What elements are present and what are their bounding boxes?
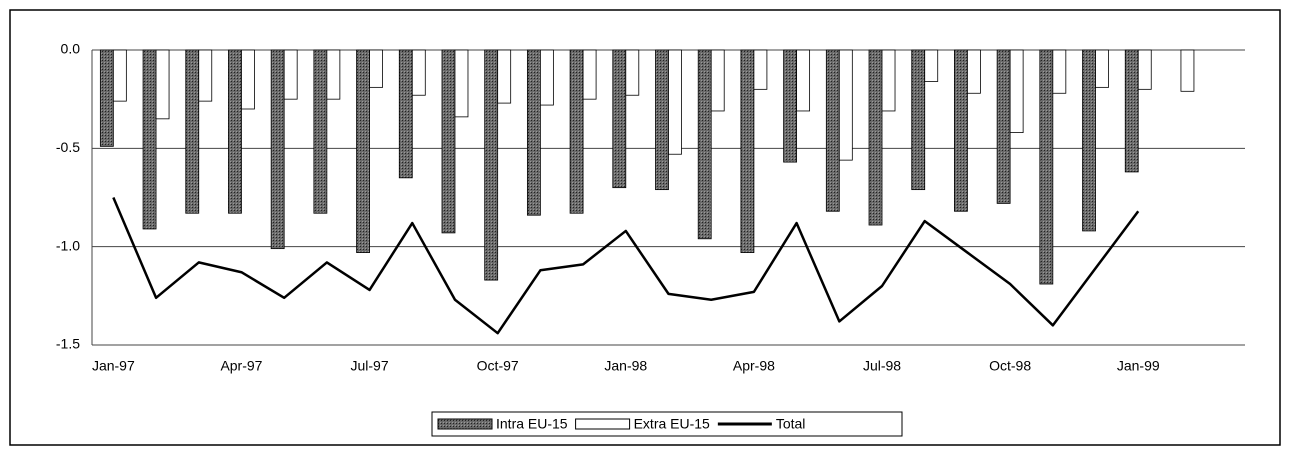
bar [753,49,768,90]
legend-label: Intra EU-15 [496,416,568,432]
bar [326,49,341,100]
legend-box [431,411,903,437]
bar [155,49,170,120]
bar [569,49,584,214]
legend-label: Total [776,416,806,432]
bar [1009,49,1024,133]
bar [241,49,255,110]
bar [967,49,981,94]
bar [369,49,383,88]
bar [1095,49,1109,88]
bar [185,49,200,214]
bar [582,49,597,100]
bar [710,49,725,112]
bar [1052,49,1067,94]
bar [313,49,328,214]
x-tick-label: Jul-97 [351,358,389,374]
y-tick-label: -1.0 [56,237,80,253]
bar [1124,49,1139,173]
bar [484,49,499,281]
bar [142,49,157,230]
bar [356,49,370,253]
bar [625,49,640,96]
x-tick-label: Oct-97 [477,358,519,374]
bar [198,49,213,102]
bar [1082,49,1096,232]
legend-swatch [437,418,493,430]
bar [954,49,968,212]
bar [697,49,712,240]
bar [497,49,512,104]
y-tick-label: -1.5 [56,336,80,352]
x-tick-label: Jul-98 [863,358,901,374]
y-tick-label: -0.5 [56,139,80,155]
bar [526,49,541,216]
bar [668,49,682,155]
bar [99,49,114,147]
bar [283,49,298,100]
bar [796,49,811,112]
x-tick-label: Jan-99 [1117,358,1160,374]
bar [783,49,798,163]
bar [270,49,285,250]
x-tick-label: Apr-97 [220,358,262,374]
bar [881,49,896,112]
bar [441,49,456,234]
bar [868,49,883,226]
bar [740,49,755,253]
bar [228,49,242,214]
legend-label: Extra EU-15 [634,416,710,432]
bar [454,49,469,118]
x-tick-label: Jan-98 [604,358,647,374]
bar [398,49,413,179]
x-tick-label: Oct-98 [989,358,1031,374]
legend-swatch [575,418,631,430]
frame [9,9,1281,446]
x-tick-label: Jan-97 [92,358,135,374]
bar [112,49,127,102]
bar [996,49,1011,204]
bar [1137,49,1152,90]
bar [1180,49,1195,92]
bar [612,49,627,189]
y-tick-label: 0.0 [61,41,81,57]
bar [924,49,939,82]
bar [825,49,840,212]
bar [911,49,926,191]
bar [655,49,669,191]
bar [539,49,554,106]
x-tick-label: Apr-98 [733,358,775,374]
bar [411,49,426,96]
line [112,197,1140,335]
bar [838,49,853,161]
bar [1039,49,1054,285]
